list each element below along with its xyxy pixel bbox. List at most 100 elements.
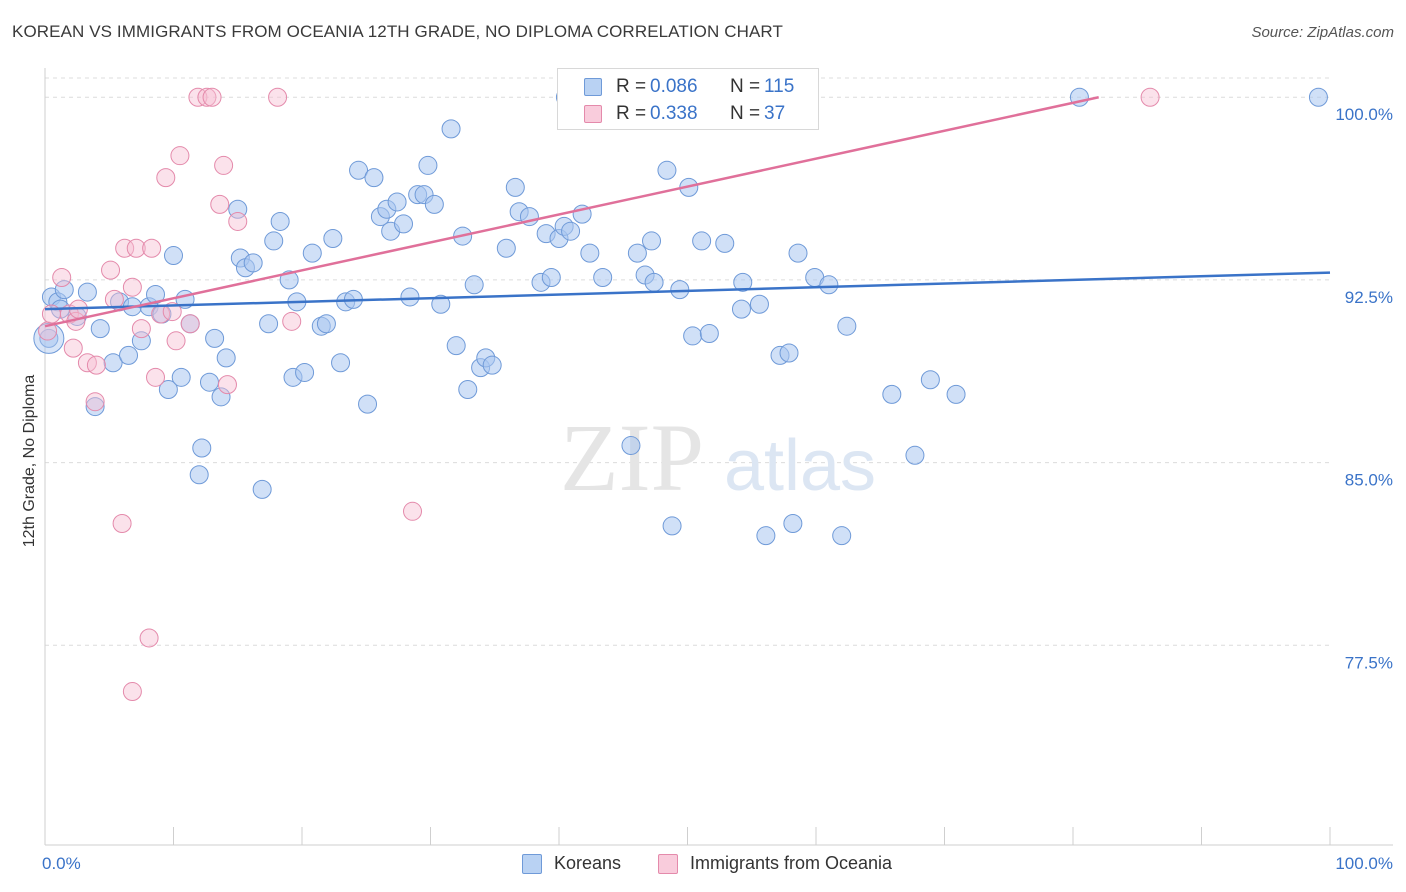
korean-point xyxy=(749,294,769,314)
korean-point xyxy=(621,436,641,456)
korean-point xyxy=(905,445,925,465)
gridlines xyxy=(45,77,1330,646)
korean-point xyxy=(171,367,191,387)
korean-point xyxy=(1308,87,1328,107)
oceania-point xyxy=(197,87,217,107)
korean-point xyxy=(593,267,613,287)
korean-point xyxy=(580,243,600,263)
series-legend: Koreans Immigrants from Oceania xyxy=(0,852,1406,878)
oceania-point xyxy=(146,367,166,387)
korean-point xyxy=(946,384,966,404)
korean-point xyxy=(279,270,299,290)
koreans-points xyxy=(33,87,1328,546)
watermark-atlas: atlas xyxy=(724,426,876,506)
korean-point xyxy=(644,272,664,292)
korean-point xyxy=(302,243,322,263)
oceania-point xyxy=(86,355,106,375)
korean-point xyxy=(464,275,484,295)
oceania-point xyxy=(139,628,159,648)
korean-point xyxy=(103,353,123,373)
oceania-point xyxy=(122,277,142,297)
koreans-trend-line xyxy=(44,271,1331,311)
korean-point xyxy=(252,479,272,499)
n-value: 115 xyxy=(764,76,795,97)
oceania-point xyxy=(214,155,234,175)
r-label: R = xyxy=(616,76,647,97)
y-tick-label: 85.0% xyxy=(1345,471,1393,490)
korean-point xyxy=(779,343,799,363)
korean-point xyxy=(756,526,776,546)
korean-point xyxy=(199,372,219,392)
korean-point xyxy=(731,299,751,319)
korean-point xyxy=(387,192,407,212)
korean-point xyxy=(205,328,225,348)
korean-point xyxy=(715,233,735,253)
korean-point xyxy=(39,328,59,348)
korean-point xyxy=(642,231,662,251)
korean-point xyxy=(349,160,369,180)
korean-point xyxy=(692,231,712,251)
korean-point xyxy=(482,355,502,375)
oceania-trend-line xyxy=(44,96,1099,328)
korean-point xyxy=(158,380,178,400)
oceania-point xyxy=(217,375,237,395)
korean-point xyxy=(77,282,97,302)
korean-point xyxy=(882,384,902,404)
korean-point xyxy=(146,285,166,305)
korean-point xyxy=(394,214,414,234)
korean-point xyxy=(837,316,857,336)
korean-point xyxy=(733,272,753,292)
watermark-zip: ZIP xyxy=(560,404,704,511)
korean-point xyxy=(424,194,444,214)
korean-point xyxy=(85,397,105,417)
legend-label-koreans: Koreans xyxy=(554,853,622,873)
korean-point xyxy=(920,370,940,390)
axes xyxy=(44,68,1393,846)
korean-point xyxy=(541,267,561,287)
korean-point xyxy=(431,294,451,314)
koreans-swatch xyxy=(522,854,542,874)
korean-point xyxy=(561,221,581,241)
korean-point xyxy=(259,314,279,334)
correlation-legend: R = 0.086 N = 115 R = 0.338 N = 37 xyxy=(557,68,819,130)
legend-row-koreans: R = 0.086 N = 115 xyxy=(558,74,818,100)
x-tick-label: 100.0% xyxy=(1335,854,1393,873)
legend-row-oceania: R = 0.338 N = 37 xyxy=(558,101,818,127)
oceania-swatch xyxy=(658,854,678,874)
korean-point xyxy=(54,280,74,300)
oceania-point xyxy=(63,338,83,358)
korean-point xyxy=(418,155,438,175)
korean-point xyxy=(323,229,343,249)
korean-point xyxy=(316,314,336,334)
korean-point xyxy=(788,243,808,263)
korean-point xyxy=(627,243,647,263)
tick-labels: 77.5% 85.0% 92.5% 100.0% 0.0% 100.0% xyxy=(42,105,1393,873)
korean-point xyxy=(295,362,315,382)
y-tick-label: 92.5% xyxy=(1345,288,1393,307)
trend-lines xyxy=(44,96,1331,328)
oceania-point xyxy=(85,392,105,412)
korean-point xyxy=(216,348,236,368)
chart-title: KOREAN VS IMMIGRANTS FROM OCEANIA 12TH G… xyxy=(12,22,783,41)
oceania-point xyxy=(122,682,142,702)
n-label: N = xyxy=(730,103,761,124)
y-tick-label: 100.0% xyxy=(1335,105,1393,124)
koreans-swatch xyxy=(584,78,602,96)
oceania-point xyxy=(282,311,302,331)
oceania-swatch xyxy=(584,105,602,123)
korean-point xyxy=(683,326,703,346)
oceania-point xyxy=(268,87,288,107)
oceania-point xyxy=(52,267,72,287)
oceania-point xyxy=(126,238,146,258)
korean-point xyxy=(662,516,682,536)
korean-point xyxy=(264,231,284,251)
oceania-point xyxy=(115,238,135,258)
oceania-point xyxy=(112,513,132,533)
korean-point xyxy=(783,513,803,533)
n-label: N = xyxy=(730,76,761,97)
oceania-point xyxy=(1140,87,1160,107)
korean-point xyxy=(458,380,478,400)
korean-point xyxy=(164,246,183,266)
korean-point xyxy=(832,526,852,546)
oceania-point xyxy=(403,501,423,521)
